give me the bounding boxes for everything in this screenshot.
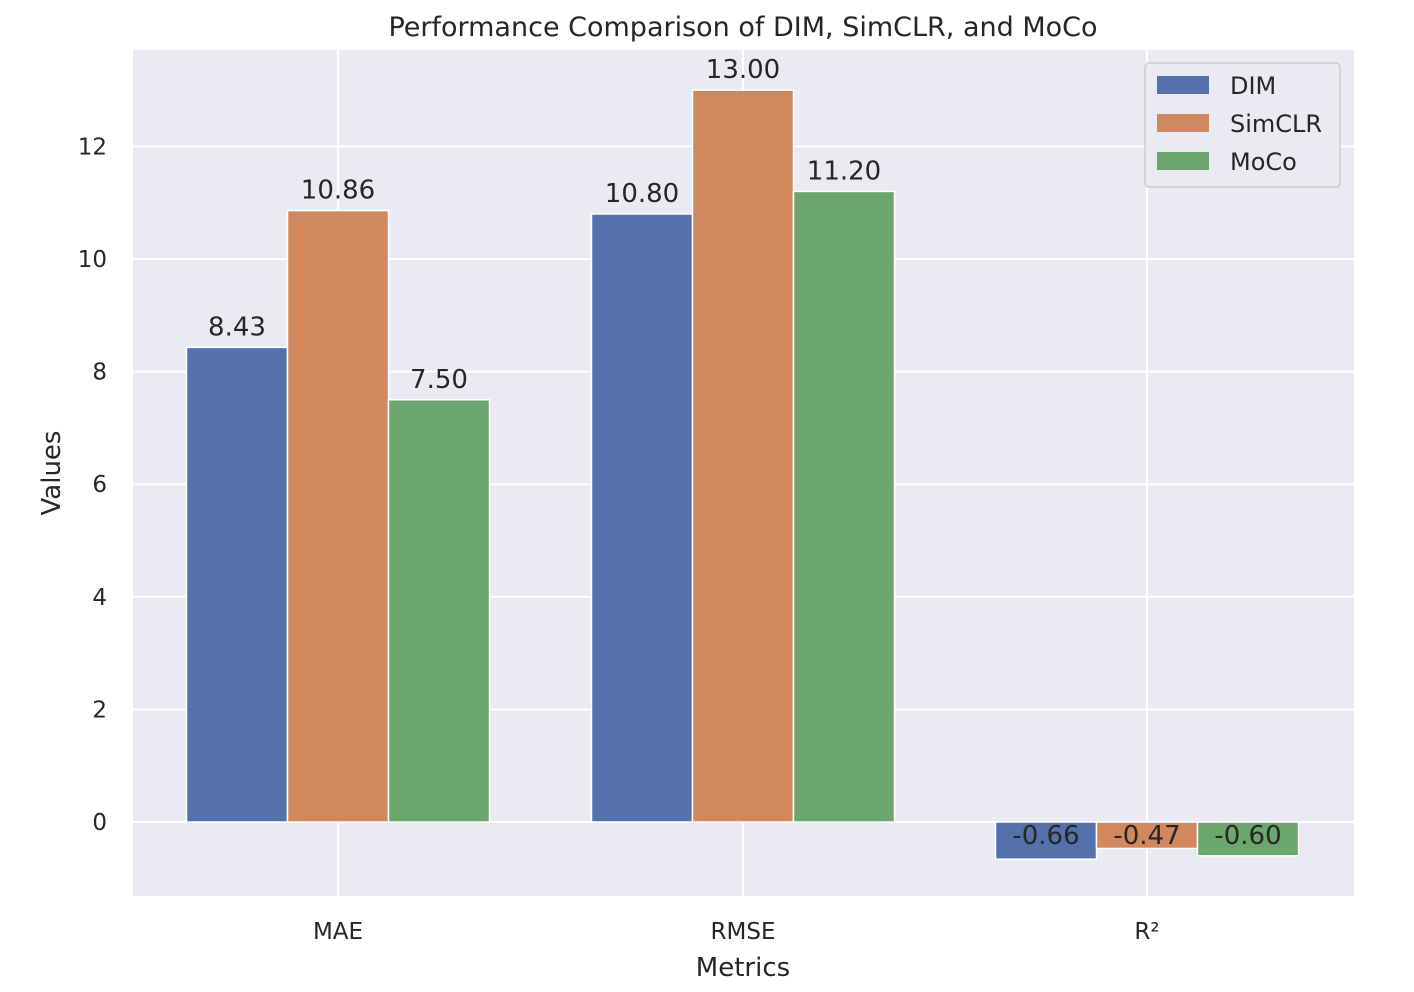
bar-moco-2	[1196, 821, 1300, 857]
legend-swatch-simclr	[1157, 114, 1209, 132]
bar-dim-1	[590, 213, 694, 823]
y-tick-label: 8	[92, 360, 107, 386]
data-label: 7.50	[410, 365, 468, 395]
legend-swatch-moco	[1157, 152, 1209, 170]
data-label: -0.47	[1113, 821, 1180, 851]
x-tick-label: MAE	[313, 919, 363, 945]
data-label: 13.00	[706, 55, 780, 85]
bar-moco-0	[387, 399, 491, 823]
data-label: 10.80	[605, 179, 679, 209]
bar-simclr-1	[691, 89, 795, 823]
bar-dim-0	[185, 346, 289, 823]
data-label: 10.86	[301, 176, 375, 206]
legend-label-simclr: SimCLR	[1230, 110, 1322, 138]
y-tick-label: 6	[92, 472, 107, 498]
legend-label-moco: MoCo	[1230, 148, 1297, 176]
y-tick-label: 0	[92, 810, 107, 836]
bar-simclr-2	[1095, 821, 1199, 850]
x-tick-label: R²	[1134, 919, 1159, 945]
chart-title: Performance Comparison of DIM, SimCLR, a…	[388, 12, 1097, 43]
legend-swatch-dim	[1157, 76, 1209, 94]
y-axis-label: Values	[37, 431, 67, 516]
data-label: -0.60	[1214, 821, 1281, 851]
data-label: -0.66	[1012, 821, 1079, 851]
x-axis-label: Metrics	[696, 953, 790, 983]
y-tick-label: 4	[92, 585, 107, 611]
bar-moco-1	[792, 190, 896, 823]
legend: DIM SimCLR MoCo	[1144, 62, 1341, 188]
x-tick-label: RMSE	[711, 919, 776, 945]
y-tick-label: 2	[92, 697, 107, 723]
bar-simclr-0	[286, 209, 390, 823]
y-tick-label: 10	[78, 247, 107, 273]
y-tick-label: 12	[78, 134, 107, 160]
legend-label-dim: DIM	[1230, 72, 1276, 100]
data-label: 8.43	[208, 312, 266, 342]
data-label: 11.20	[807, 156, 881, 186]
